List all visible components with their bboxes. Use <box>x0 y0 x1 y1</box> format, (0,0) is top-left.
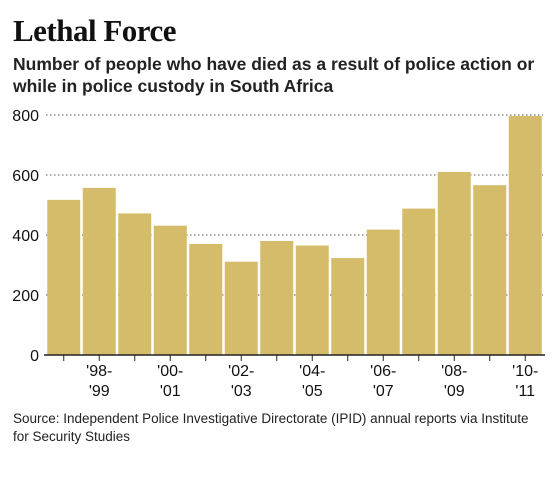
source-note: Source: Independent Police Investigative… <box>13 410 543 446</box>
bar <box>331 258 364 355</box>
x-tick-label: '03 <box>231 383 252 400</box>
y-tick-label: 200 <box>12 288 39 305</box>
bar <box>154 226 187 355</box>
y-axis-labels: 0 200 400 600 800 <box>12 108 39 365</box>
x-axis-labels: '98- '99 '00- '01 '02- '03 '04- '05 '06- '07 '08- '… <box>86 363 538 400</box>
y-tick-label: 0 <box>30 348 39 365</box>
x-tick-label: '09 <box>444 383 465 400</box>
x-tick-label: '07 <box>373 383 394 400</box>
x-axis <box>44 355 545 361</box>
x-tick-label: '10- <box>512 363 538 380</box>
y-tick-label: 800 <box>12 108 39 125</box>
x-tick-label: '01 <box>160 383 181 400</box>
bar <box>367 230 400 355</box>
bar <box>509 116 542 355</box>
y-tick-label: 400 <box>12 228 39 245</box>
x-tick-label: '11 <box>515 383 535 400</box>
bar <box>402 209 435 355</box>
bar <box>83 188 116 355</box>
bar <box>118 213 151 355</box>
bar <box>189 244 222 355</box>
x-tick-label: '99 <box>89 383 110 400</box>
x-tick-label: '02- <box>228 363 254 380</box>
bar <box>296 246 329 356</box>
x-tick-label: '04- <box>299 363 325 380</box>
bar <box>473 185 506 355</box>
y-tick-label: 600 <box>12 168 39 185</box>
bar <box>225 262 258 355</box>
bar <box>260 241 293 355</box>
x-tick-label: '00- <box>157 363 183 380</box>
x-tick-label: '06- <box>370 363 396 380</box>
x-tick-label: '05 <box>302 383 323 400</box>
x-tick-label: '98- <box>86 363 112 380</box>
bar <box>47 200 80 355</box>
x-tick-label: '08- <box>441 363 467 380</box>
bar <box>438 172 471 355</box>
